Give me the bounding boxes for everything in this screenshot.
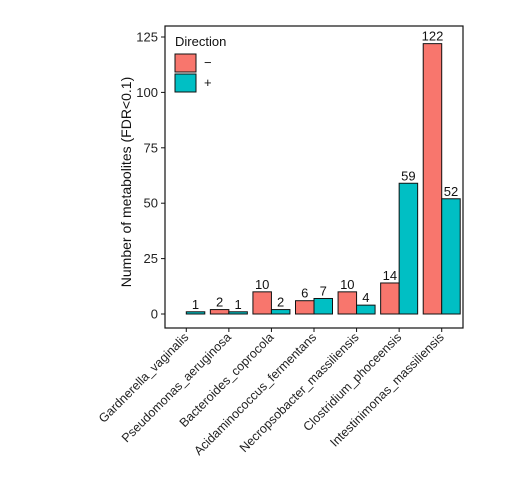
y-tick-label-125: 125 — [136, 30, 158, 45]
bar-plus-0 — [185, 311, 206, 315]
bar-minus-5 — [380, 282, 400, 315]
bar-plus-2 — [270, 309, 291, 315]
data-label-plus-5: 59 — [401, 168, 415, 183]
data-label-minus-5: 14 — [383, 268, 397, 283]
y-tick-label-75: 75 — [144, 140, 158, 155]
bars — [185, 43, 461, 315]
data-label-minus-6: 122 — [422, 29, 444, 44]
bar-minus-4 — [337, 291, 358, 315]
legend-label-minus: − — [204, 55, 212, 70]
bar-minus-1 — [209, 309, 230, 315]
data-label-minus-3: 6 — [301, 286, 308, 301]
x-axis: Gardnerella_vaginalisPseudomonas_aerugin… — [96, 328, 447, 458]
bar-minus-3 — [295, 300, 315, 315]
legend-label-plus: + — [204, 75, 212, 90]
bar-plus-1 — [228, 311, 248, 315]
bar-minus-2 — [252, 291, 272, 315]
bar-plus-4 — [356, 304, 376, 315]
data-label-minus-2: 10 — [255, 277, 269, 292]
data-label-plus-2: 2 — [277, 295, 284, 310]
data-label-plus-4: 4 — [362, 290, 369, 305]
data-label-plus-6: 52 — [444, 184, 458, 199]
data-label-plus-1: 1 — [234, 297, 241, 312]
y-tick-label-50: 50 — [144, 196, 158, 211]
data-label-plus-3: 7 — [320, 283, 327, 298]
y-axis-title: Number of metabolites (FDR<0.1) — [118, 77, 134, 287]
legend: Direction − + — [174, 34, 226, 93]
bar-plus-6 — [441, 198, 461, 315]
legend-key-minus — [174, 53, 197, 73]
legend-title: Direction — [175, 34, 226, 49]
y-tick-label-0: 0 — [151, 307, 158, 322]
bar-plus-5 — [398, 182, 419, 315]
data-label-minus-4: 10 — [340, 277, 354, 292]
data-label-minus-1: 2 — [216, 295, 223, 310]
bar-plus-3 — [313, 297, 333, 315]
y-axis: 0 25 50 75 100 125 — [136, 30, 165, 322]
legend-key-plus — [174, 73, 197, 93]
plot-panel-border — [164, 25, 464, 329]
y-tick-label-25: 25 — [144, 251, 158, 266]
y-tick-label-100: 100 — [136, 85, 158, 100]
bar-minus-6 — [422, 43, 443, 315]
data-label-plus-0: 1 — [192, 297, 199, 312]
